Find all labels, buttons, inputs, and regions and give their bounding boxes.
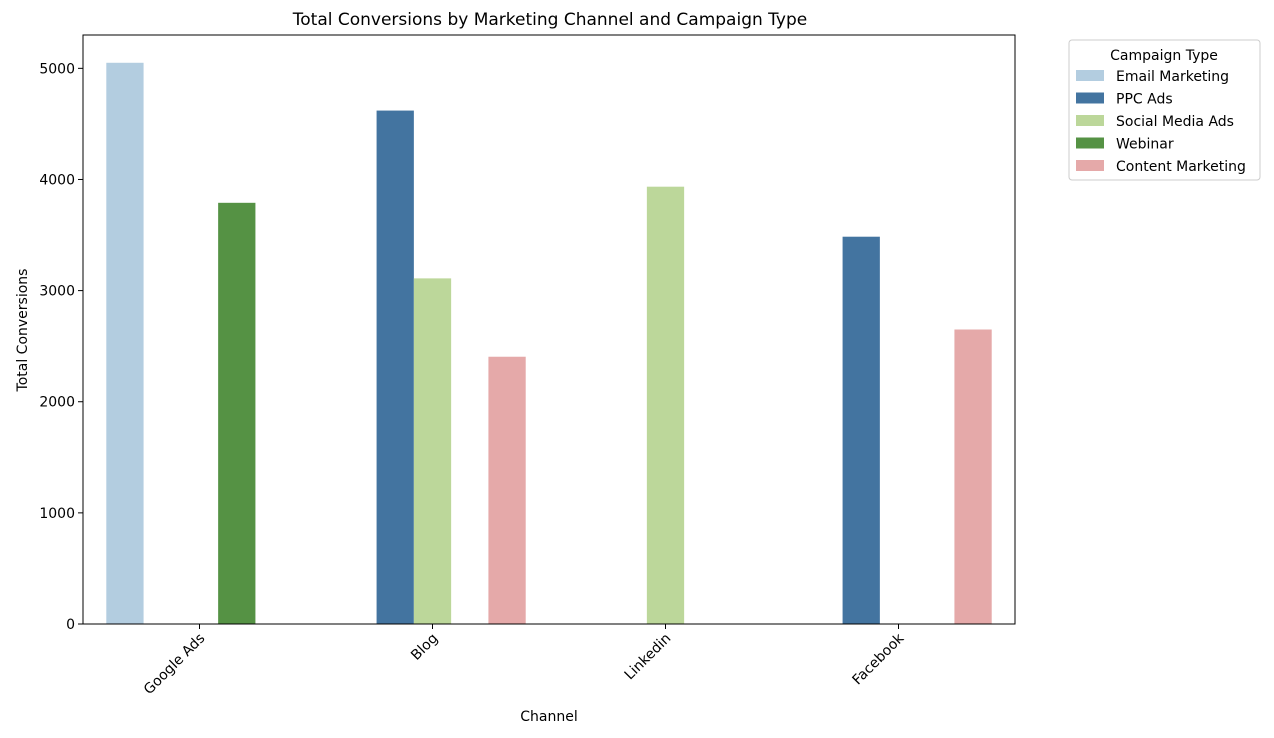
y-tick-label: 4000 — [39, 172, 75, 188]
y-tick-label: 2000 — [39, 395, 75, 411]
legend: Campaign Type Email Marketing PPC Ads Soci… — [1068, 39, 1261, 181]
bar-facebook-ppc-ads — [842, 236, 880, 624]
legend-label-ppc-ads: PPC Ads — [1116, 92, 1173, 108]
bar-linkedin-social-media-ads — [646, 186, 685, 624]
bar-blog-social-media-ads — [413, 278, 452, 624]
y-tick-label: 5000 — [39, 61, 75, 77]
x-axis-label: Channel — [520, 709, 577, 725]
legend-label-content-marketing: Content Marketing — [1116, 159, 1246, 175]
bar-blog-content-marketing — [488, 356, 526, 624]
legend-swatch-content-marketing — [1076, 160, 1104, 171]
y-tick-label: 3000 — [39, 284, 75, 300]
legend-label-webinar: Webinar — [1116, 137, 1174, 153]
x-axis-ticks: Google Ads Blog Linkedin Facebook — [141, 624, 908, 698]
y-tick-label: 0 — [66, 617, 75, 633]
x-tick-label-facebook: Facebook — [849, 630, 907, 688]
bars-group — [106, 62, 992, 624]
legend-swatch-ppc-ads — [1076, 92, 1104, 104]
legend-frame — [1068, 39, 1261, 181]
bar-google-ads-email-marketing — [106, 62, 144, 624]
x-tick-label-google-ads: Google Ads — [141, 631, 208, 698]
bar-google-ads-webinar — [218, 202, 256, 624]
x-tick-label-linkedin: Linkedin — [622, 631, 675, 684]
chart-title: Total Conversions by Marketing Channel a… — [292, 10, 807, 30]
y-tick-label: 1000 — [39, 506, 75, 522]
legend-label-social-media-ads: Social Media Ads — [1116, 114, 1234, 130]
x-tick-label-blog: Blog — [408, 631, 441, 664]
bar-blog-ppc-ads — [376, 110, 414, 624]
legend-label-email-marketing: Email Marketing — [1116, 69, 1229, 85]
legend-items: Email Marketing PPC Ads Social Media Ads We… — [1076, 69, 1246, 175]
bar-facebook-content-marketing — [954, 329, 992, 624]
legend-swatch-social-media-ads — [1076, 115, 1104, 126]
plot-frame — [82, 34, 1016, 625]
legend-swatch-webinar — [1076, 137, 1104, 149]
legend-swatch-email-marketing — [1076, 70, 1104, 81]
y-axis-ticks: 0 1000 2000 3000 4000 5000 — [39, 61, 83, 633]
y-axis-label: Total Conversions — [15, 269, 31, 393]
legend-title: Campaign Type — [1110, 48, 1218, 64]
